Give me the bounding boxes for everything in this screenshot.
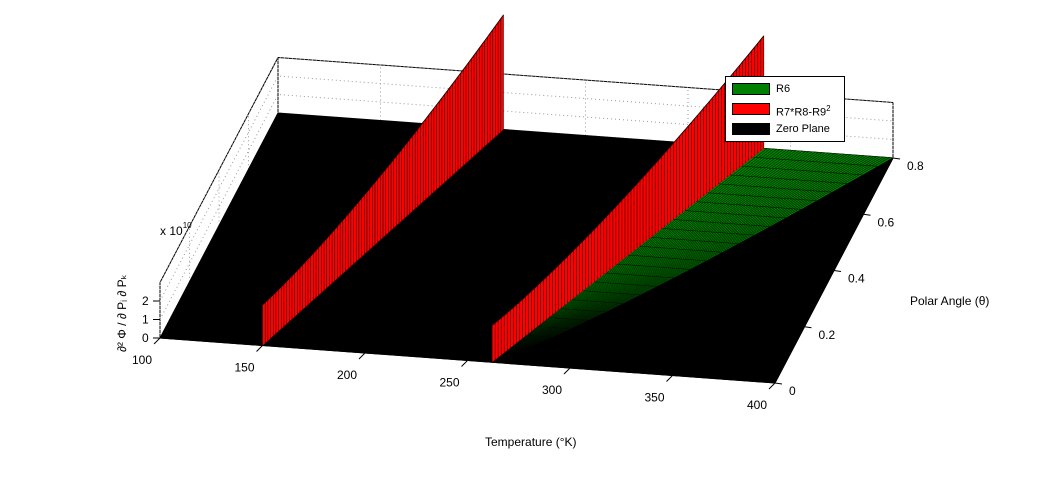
x-tick-label: 350 — [645, 391, 665, 405]
x-tick-label: 400 — [747, 398, 767, 412]
x-tick-mark — [256, 345, 263, 352]
x-tick-mark — [153, 337, 161, 345]
legend: R6 R7*R8-R92 Zero Plane — [725, 76, 845, 142]
r6-patch — [874, 157, 894, 167]
z-tick-label: 2 — [142, 294, 149, 308]
y-tick-mark — [774, 382, 783, 385]
z-exponent-label: x 1010 — [160, 221, 192, 238]
x-tick-label: 200 — [337, 368, 357, 382]
legend-item-r6: R6 — [732, 81, 844, 97]
gridline-z — [159, 75, 894, 302]
y-tick-mark — [804, 326, 812, 329]
x-tick-label: 300 — [542, 383, 562, 397]
r7-spike-crest — [262, 14, 504, 306]
legend-item-zero-plane: Zero Plane — [732, 121, 844, 137]
z-axis-label: ∂² Φ / ∂ Pᵢ ∂ Pₖ — [115, 274, 129, 352]
y-tick-label: 0.6 — [878, 215, 895, 229]
z-exponent-power: 10 — [183, 221, 192, 230]
x-tick-mark — [563, 367, 571, 375]
y-tick-label: 0 — [789, 384, 796, 398]
gridline-z — [159, 93, 894, 320]
y-tick-mark — [833, 270, 842, 272]
z-tick-label: 1 — [142, 313, 149, 327]
x-axis-label: Temperature (°K) — [485, 435, 577, 449]
tick-labels: 100 150 200 250 300 350 400 0 0.2 0.4 0.6 0.8 0 1 2 — [132, 157, 924, 412]
r7-r8-r9-surface — [262, 14, 765, 363]
y-tick-mark — [863, 213, 871, 216]
y-tick-label: 0.8 — [907, 159, 924, 173]
legend-label-zero-plane: Zero Plane — [776, 123, 830, 135]
z-tick-label: 0 — [142, 331, 149, 345]
legend-label-r6: R6 — [776, 83, 791, 95]
legend-swatch-r6 — [732, 83, 770, 95]
x-tick-label: 250 — [440, 376, 460, 390]
y-axis-label: Polar Angle (θ) — [910, 294, 989, 308]
x-tick-mark — [768, 382, 776, 390]
y-tick-label: 0.4 — [848, 272, 865, 286]
legend-swatch-zero-plane — [732, 123, 770, 135]
y-tick-label: 0.2 — [819, 328, 836, 342]
x-tick-label: 150 — [235, 361, 255, 375]
r6-surface — [491, 147, 894, 363]
legend-label-r7: R7*R8-R92 — [776, 104, 831, 119]
x-tick-mark — [666, 375, 673, 382]
gridline-z — [159, 56, 894, 283]
box-edge — [159, 57, 279, 283]
x-tick-label: 100 — [132, 353, 152, 367]
legend-item-r7: R7*R8-R92 — [732, 101, 844, 119]
r7-spike-crest — [491, 35, 765, 326]
y-tick-mark — [892, 157, 901, 160]
x-tick-mark — [358, 352, 366, 360]
x-tick-mark — [461, 360, 468, 367]
legend-swatch-r7 — [732, 103, 770, 115]
